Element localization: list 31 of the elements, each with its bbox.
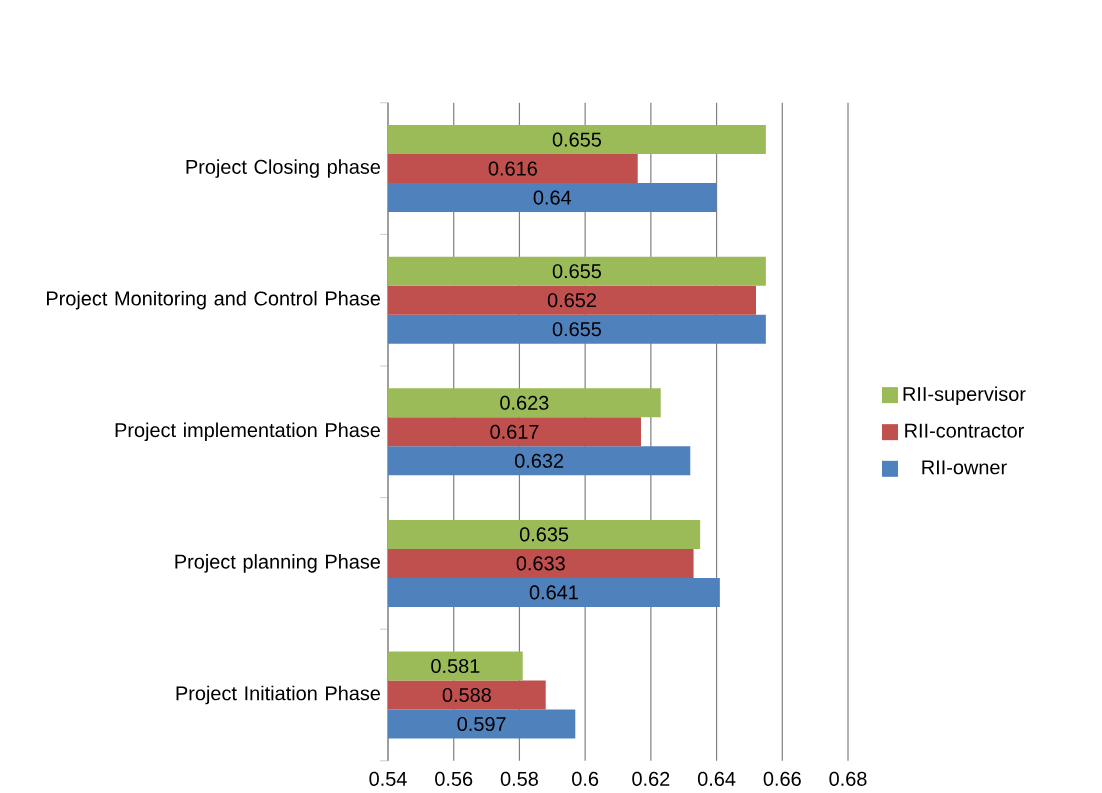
data-label: 0.588 — [442, 688, 491, 703]
data-label: 0.617 — [490, 424, 539, 440]
legend-label: RII-owner — [922, 460, 1007, 475]
y-tick-label: Project implementation Phase — [115, 422, 381, 442]
legend-label: RII-supervisor — [903, 386, 1026, 406]
data-label: 0.655 — [552, 322, 602, 337]
data-label: 0.641 — [529, 585, 578, 600]
x-tick-label: 0.66 — [763, 772, 801, 787]
y-tick-label: Project planning Phase — [175, 554, 381, 573]
data-label: 0.655 — [552, 132, 602, 147]
data-label: 0.581 — [431, 659, 480, 674]
x-tick-label: 0.56 — [435, 772, 473, 787]
x-tick-label: 0.68 — [829, 772, 867, 787]
legend-label: RII-contractor — [905, 424, 1024, 438]
data-label: 0.616 — [488, 161, 537, 176]
x-tick-label: 0.62 — [632, 772, 670, 787]
data-label: 0.597 — [457, 717, 506, 732]
y-tick-label: Project Monitoring and Control Phase — [47, 291, 381, 310]
x-tick-label: 0.6 — [572, 772, 599, 787]
y-tick-label: Project Closing phase — [186, 159, 381, 179]
y-tick-label: Project Initiation Phase — [176, 685, 381, 705]
x-tick-label: 0.64 — [697, 772, 736, 787]
data-label: 0.635 — [519, 527, 569, 542]
data-label: 0.652 — [547, 293, 596, 308]
x-tick-label: 0.54 — [369, 772, 407, 787]
data-label: 0.633 — [516, 556, 565, 571]
data-label: 0.64 — [533, 190, 572, 205]
data-label: 0.623 — [500, 395, 549, 411]
data-label: 0.632 — [515, 453, 564, 469]
x-tick-label: 0.58 — [500, 772, 538, 787]
data-label: 0.655 — [552, 264, 602, 279]
